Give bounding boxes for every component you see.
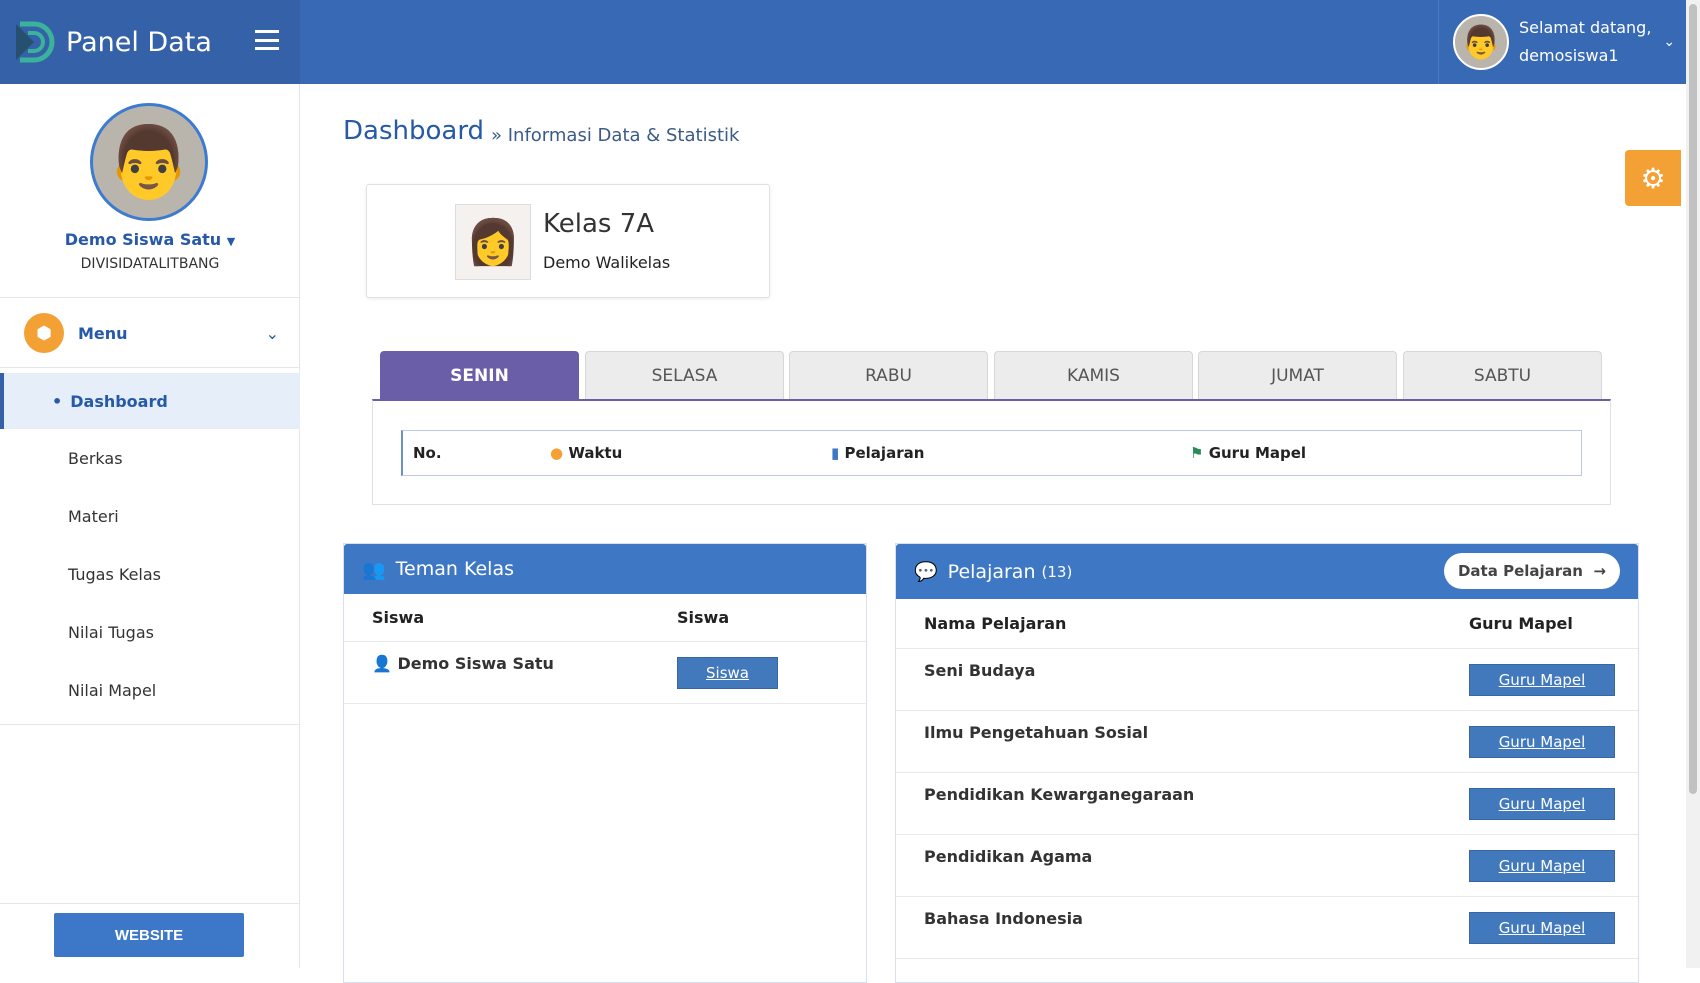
sidebar-item-berkas[interactable]: Berkas (68, 448, 123, 468)
book-icon: ▮ (831, 444, 840, 462)
caret-down-icon: ▼ (226, 235, 236, 248)
table-row: Bahasa Indonesia Guru Mapel (896, 897, 1638, 959)
clock-icon: ● (550, 444, 564, 462)
teacher-icon: ⚑ (1190, 444, 1204, 462)
tab-selasa[interactable]: SELASA (585, 351, 784, 399)
lesson-name: Seni Budaya (924, 661, 1036, 680)
student-name: Demo Siswa Satu (397, 654, 554, 673)
divider (0, 724, 300, 725)
class-name: Kelas 7A (543, 209, 655, 239)
button-label: Data Pelajaran (1457, 562, 1583, 580)
username: demosiswa1 (1519, 46, 1619, 65)
sidebar-item-tugas-kelas[interactable]: Tugas Kelas (68, 564, 161, 584)
col-guru: Guru Mapel (1469, 614, 1573, 633)
tab-senin[interactable]: SENIN (380, 351, 579, 399)
scrollbar-thumb[interactable] (1689, 4, 1697, 794)
breadcrumb: » Informasi Data & Statistik (491, 125, 740, 146)
guru-mapel-button[interactable]: Guru Mapel (1469, 788, 1615, 820)
table-row: Pendidikan Agama Guru Mapel (896, 835, 1638, 897)
divider (0, 297, 300, 298)
tab-rabu[interactable]: RABU (789, 351, 988, 399)
user-menu[interactable]: 👨 Selamat datang, demosiswa1 ⌄ (1438, 0, 1686, 84)
chat-icon: 💬 (914, 561, 938, 583)
hamburger-menu-icon[interactable] (255, 30, 279, 50)
profile-avatar: 👨 (90, 103, 208, 221)
col-waktu: Waktu (568, 444, 623, 462)
logo-icon (16, 21, 55, 63)
lesson-name: Ilmu Pengetahuan Sosial (924, 723, 1149, 742)
avatar: 👨 (1453, 14, 1509, 70)
divider (0, 903, 300, 904)
users-icon: 👥 (362, 558, 386, 581)
arrow-right-icon: → (1593, 562, 1606, 580)
lesson-count: (13) (1041, 562, 1073, 581)
col-no: No. (413, 444, 442, 462)
panel-title: Pelajaran (947, 560, 1036, 583)
table-row: Seni Budaya Guru Mapel (896, 649, 1638, 711)
table-row: Ilmu Pengetahuan Sosial Guru Mapel (896, 711, 1638, 773)
tab-kamis[interactable]: KAMIS (994, 351, 1193, 399)
divider (0, 367, 300, 368)
siswa-button[interactable]: Siswa (677, 657, 778, 689)
tab-sabtu[interactable]: SABTU (1403, 351, 1602, 399)
guru-mapel-button[interactable]: Guru Mapel (1469, 664, 1615, 696)
user-icon: 👤 (372, 654, 392, 673)
guru-mapel-button[interactable]: Guru Mapel (1469, 726, 1615, 758)
lesson-name: Pendidikan Agama (924, 847, 1093, 866)
chevron-down-icon: ⌄ (1663, 34, 1676, 50)
panel-header: 👥 Teman Kelas (344, 544, 866, 594)
col-siswa: Siswa (372, 608, 425, 627)
greeting: Selamat datang, (1519, 18, 1652, 37)
pelajaran-panel: 💬 Pelajaran (13) Data Pelajaran → Nama Pe… (895, 543, 1639, 983)
sidebar-item-dashboard[interactable]: Dashboard (0, 373, 300, 429)
sidebar (0, 84, 300, 968)
panel-title: Teman Kelas (395, 558, 514, 580)
table-row: 👤 Demo Siswa Satu Siswa (344, 642, 866, 704)
table-row: Pendidikan Kewarganegaraan Guru Mapel (896, 773, 1638, 835)
teacher-avatar: 👩 (455, 204, 531, 280)
brand-name: Panel Data (66, 26, 212, 58)
data-pelajaran-button[interactable]: Data Pelajaran → (1443, 553, 1620, 589)
class-card: 👩 Kelas 7A Demo Walikelas (366, 184, 770, 298)
homeroom-teacher: Demo Walikelas (543, 253, 671, 272)
col-siswa-2: Siswa (677, 608, 730, 627)
schedule-header: No. ● Waktu ▮ Pelajaran ⚑ Guru Mapel (401, 430, 1582, 476)
settings-gear-icon[interactable]: ⚙ (1625, 150, 1681, 206)
col-guru: Guru Mapel (1208, 444, 1307, 462)
col-nama: Nama Pelajaran (924, 614, 1067, 633)
page-title: Dashboard (343, 116, 485, 146)
brand[interactable]: Panel Data (0, 0, 300, 84)
profile-name[interactable]: Demo Siswa Satu ▼ (64, 230, 236, 249)
teman-kelas-panel: 👥 Teman Kelas Siswa Siswa 👤 Demo Siswa Sat… (343, 543, 867, 983)
tab-jumat[interactable]: JUMAT (1198, 351, 1397, 399)
col-pelajaran: Pelajaran (844, 444, 925, 462)
menu-toggle[interactable]: ⬢ Menu ⌄ (24, 312, 279, 354)
guru-mapel-button[interactable]: Guru Mapel (1469, 850, 1615, 882)
profile-org: DIVISIDATALITBANG (80, 256, 220, 272)
panel-header: 💬 Pelajaran (13) Data Pelajaran → (896, 544, 1638, 599)
sidebar-item-nilai-mapel[interactable]: Nilai Mapel (68, 680, 157, 700)
sidebar-item-materi[interactable]: Materi (68, 506, 119, 526)
menu-label: Menu (78, 323, 128, 343)
lesson-name: Bahasa Indonesia (924, 909, 1083, 928)
box-icon: ⬢ (24, 313, 64, 353)
chevron-down-icon: ⌄ (265, 323, 279, 343)
sidebar-item-nilai-tugas[interactable]: Nilai Tugas (68, 622, 154, 642)
lesson-name: Pendidikan Kewarganegaraan (924, 785, 1195, 804)
guru-mapel-button[interactable]: Guru Mapel (1469, 912, 1615, 944)
website-button[interactable]: WEBSITE (54, 913, 244, 957)
schedule-panel: No. ● Waktu ▮ Pelajaran ⚑ Guru Mapel (372, 399, 1611, 505)
